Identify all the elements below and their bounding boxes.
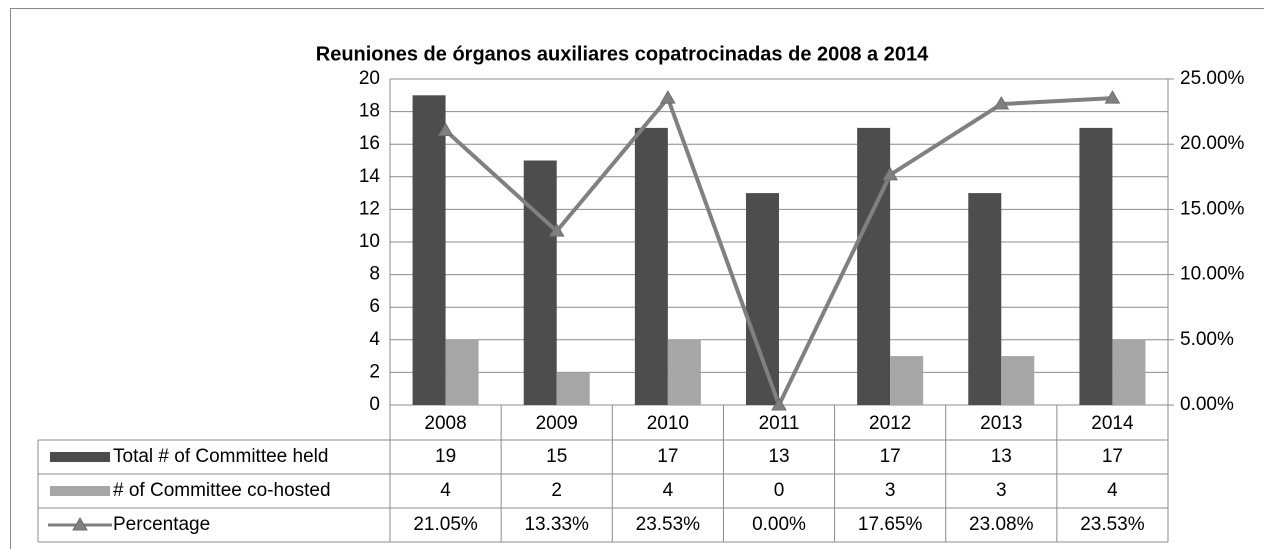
table-cell: 15 [546,446,567,467]
bar [1112,339,1146,405]
table-cell: 2 [551,480,562,501]
x-tick-label: 2010 [647,413,689,434]
legend-label: Percentage [113,514,210,535]
table-cell: 21.05% [413,514,478,535]
chart-title: Reuniones de órganos auxiliares copatroc… [316,43,929,65]
bar [857,127,891,406]
bar [968,193,1002,405]
bar [1079,127,1113,406]
marker [993,96,1010,110]
bar [890,356,924,405]
y-tick-label: 4 [369,329,380,350]
x-tick-label: 2011 [759,413,800,434]
x-tick-label: 2012 [869,413,911,434]
y-tick-label: 12 [359,198,380,219]
y2-tick-label: 0.00% [1180,394,1234,415]
bar [746,193,779,405]
legend-label: # of Committee co-hosted [113,480,331,501]
legend-key [50,486,110,496]
table-cell: 4 [440,480,451,501]
table-cell: 17 [657,446,678,467]
bar [445,339,479,405]
y-tick-label: 8 [369,264,380,285]
marker [548,223,565,237]
y2-tick-label: 25.00% [1180,68,1245,89]
table-cell: 17 [880,446,901,467]
y2-tick-label: 10.00% [1180,264,1245,285]
table-cell: 13 [768,446,789,467]
bar [1001,356,1035,405]
chart-border [10,8,1264,549]
y-tick-label: 20 [359,68,380,89]
y2-tick-label: 15.00% [1180,198,1245,219]
table-cell: 0.00% [752,514,806,535]
y2-tick-label: 5.00% [1180,329,1234,350]
y-tick-label: 14 [359,166,381,187]
marker [437,122,454,137]
table-cell: 19 [435,446,456,467]
y-tick-label: 0 [369,394,380,415]
table-cell: 13.33% [524,514,589,535]
table-cell: 3 [996,480,1007,501]
y-tick-label: 16 [359,133,380,154]
table-cell: 23.53% [1080,514,1145,535]
bar [412,95,446,406]
legend-key [50,452,110,462]
y-tick-label: 10 [359,231,380,252]
marker [659,90,676,104]
table-cell: 17 [1102,446,1123,467]
marker [1104,90,1121,104]
legend-label: Total # of Committee held [113,446,328,467]
table-cell: 13 [991,446,1012,467]
table-cell: 17.65% [858,514,923,535]
bar [634,127,668,406]
y2-tick-label: 20.00% [1180,133,1245,154]
table-cell: 23.53% [636,514,701,535]
y-tick-label: 18 [359,101,380,122]
y-tick-label: 2 [369,361,380,382]
bar [556,372,590,405]
x-tick-label: 2013 [980,413,1022,434]
y-tick-label: 6 [369,296,380,317]
x-tick-label: 2008 [424,413,466,434]
marker [771,397,787,411]
x-tick-label: 2014 [1091,413,1134,434]
table-cell: 3 [885,480,896,501]
bar [667,339,701,405]
bar [523,160,557,405]
marker [882,166,899,181]
table-cell: 0 [774,480,785,501]
table-cell: 4 [663,480,674,501]
x-tick-label: 2009 [536,413,578,434]
marker [72,517,88,531]
table-cell: 23.08% [969,514,1034,535]
table-cell: 4 [1107,480,1118,501]
